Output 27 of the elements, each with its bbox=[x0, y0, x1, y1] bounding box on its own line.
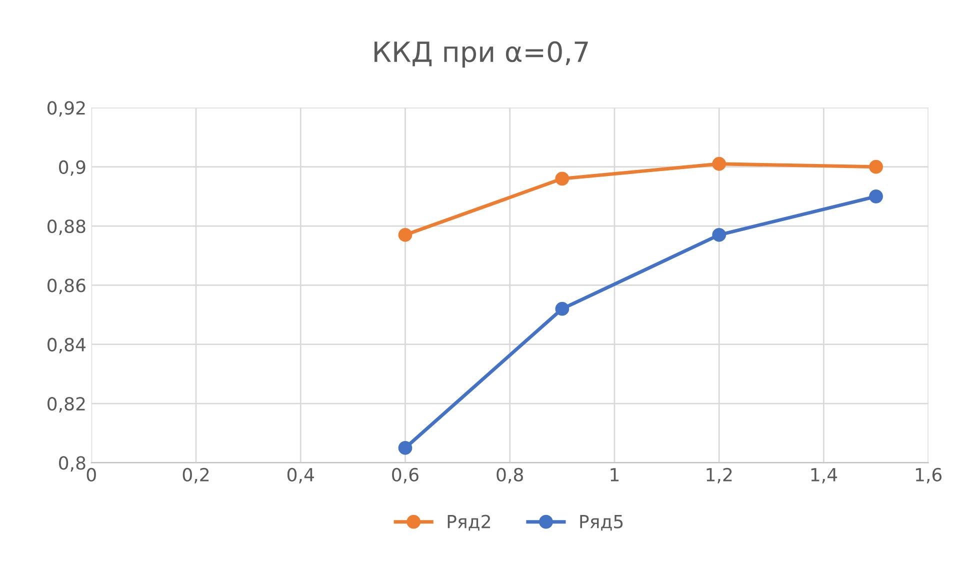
y-tick-label: 0,82 bbox=[48, 396, 85, 412]
y-tick-label: 0,8 bbox=[59, 456, 86, 472]
y-tick-label: 0,92 bbox=[48, 101, 85, 117]
legend-label: Ряд5 bbox=[580, 515, 623, 531]
x-tick-label: 0,6 bbox=[392, 468, 418, 484]
point bbox=[712, 156, 726, 171]
x-tick-label: 0,4 bbox=[287, 468, 314, 484]
point bbox=[712, 228, 726, 242]
x-tick-label: 1 bbox=[610, 468, 619, 482]
x-tick-label: 0,8 bbox=[496, 468, 523, 484]
point bbox=[398, 440, 412, 455]
legend-label: Ряд2 bbox=[448, 514, 490, 531]
point bbox=[869, 189, 883, 204]
y-tick-label: 0,86 bbox=[48, 278, 86, 294]
x-tick-label: 1,4 bbox=[811, 468, 838, 484]
point bbox=[869, 160, 883, 174]
x-tick-label: 1,2 bbox=[706, 468, 732, 484]
x-tick-label: 1,6 bbox=[916, 468, 942, 484]
x-tick-label: 0 bbox=[86, 468, 96, 482]
x-tick-label: 0,2 bbox=[182, 468, 209, 484]
point bbox=[398, 228, 412, 242]
y-tick-label: 0,9 bbox=[59, 160, 86, 176]
chart-title: ККД при α=0,7 bbox=[374, 41, 588, 68]
y-tick-label: 0,84 bbox=[48, 338, 86, 354]
point bbox=[555, 172, 570, 186]
point bbox=[555, 302, 570, 316]
y-tick-label: 0,88 bbox=[48, 219, 86, 235]
